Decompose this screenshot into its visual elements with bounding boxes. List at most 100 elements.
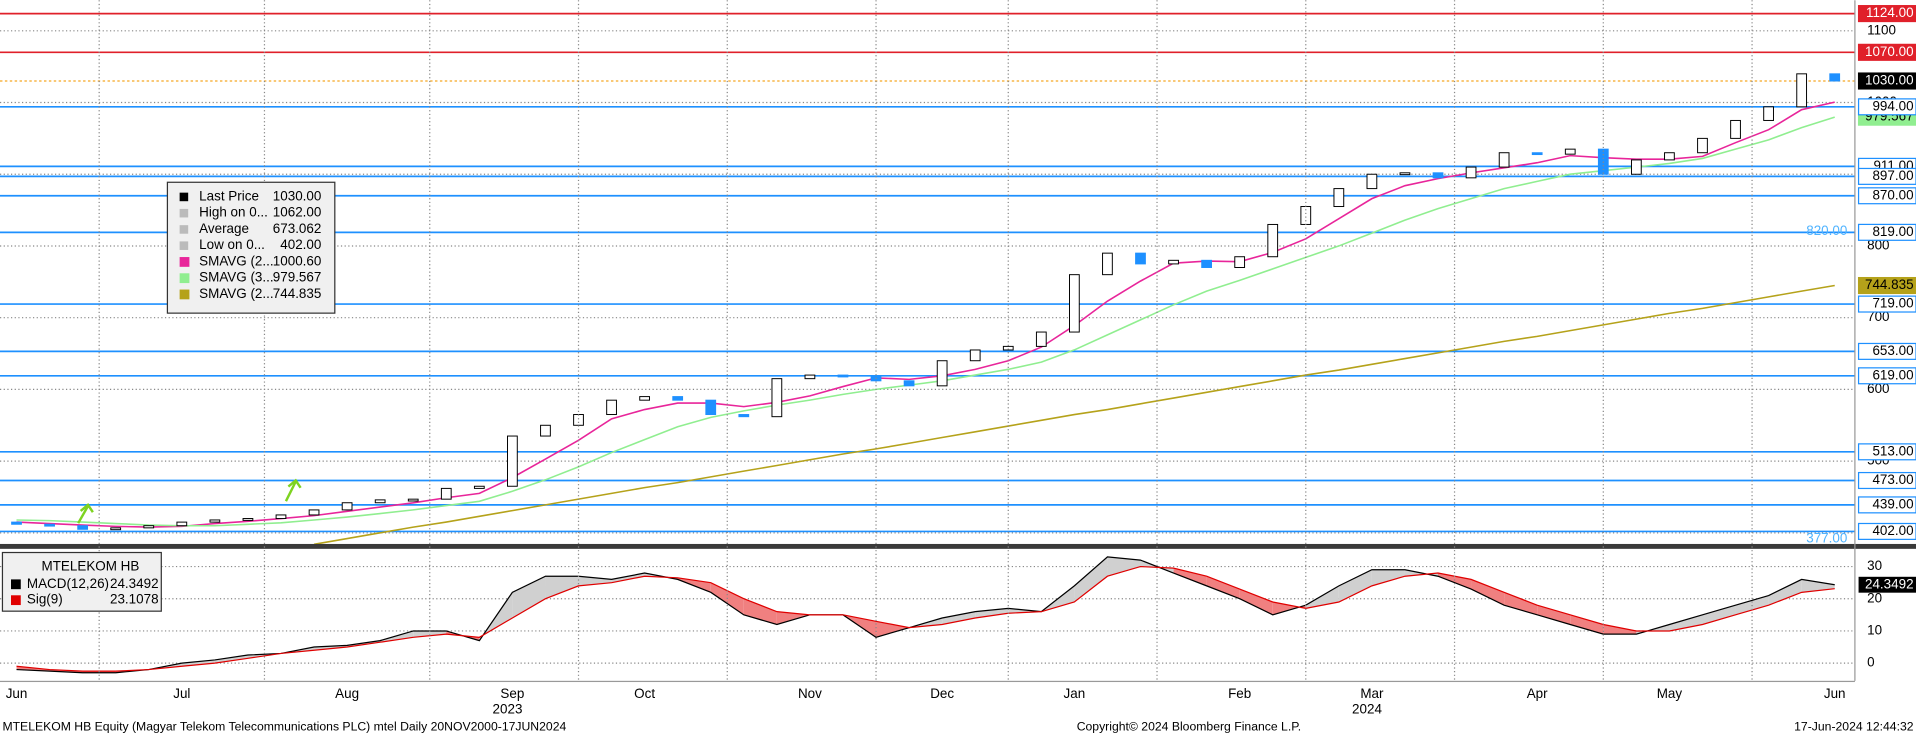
y-tick-label: 600 (1867, 381, 1889, 396)
level-label: 402.00 (1872, 523, 1913, 538)
moving-average-line (16, 116, 1835, 527)
level-label: 719.00 (1872, 296, 1913, 311)
macd-histogram-fill (1438, 572, 1472, 590)
macd-panel (0, 556, 1855, 674)
candle (1763, 106, 1774, 121)
level-label: 994.00 (1872, 98, 1913, 113)
level-label-box (1857, 295, 1916, 313)
macd-histogram-fill (1471, 579, 1505, 606)
candle (1267, 223, 1279, 258)
candle (209, 519, 221, 523)
macd-histogram-fill (1768, 579, 1802, 606)
candle (804, 374, 816, 380)
candle (176, 521, 188, 527)
candle (11, 521, 22, 525)
legend-label: SMAVG (2... (199, 253, 273, 268)
candle (1168, 259, 1179, 265)
y-tick-label: 10 (1867, 622, 1882, 637)
x-tick-label: Mar (1360, 686, 1384, 701)
level-label: 513.00 (1872, 443, 1913, 458)
legend-swatch (10, 579, 21, 590)
candle (1630, 159, 1642, 175)
legend-label: Sig(9) (27, 592, 63, 607)
x-tick-label: Jul (173, 686, 190, 701)
candle (1564, 148, 1576, 155)
moving-average-line (16, 101, 1835, 528)
macd-histogram-fill (942, 611, 976, 625)
candle (705, 399, 717, 416)
legend-value: 673.062 (273, 221, 322, 236)
legend-value: 979.567 (273, 270, 322, 285)
year-label: 2024 (1352, 702, 1382, 717)
legend-value: 23.1078 (110, 592, 159, 607)
candle (1697, 137, 1708, 154)
level-label-box (1857, 187, 1916, 205)
level-label: 819.00 (1872, 224, 1913, 239)
candle (374, 499, 386, 504)
macd-histogram-fill (413, 630, 447, 638)
macd-histogram-fill (1074, 556, 1108, 602)
legend-icon (179, 208, 189, 218)
legend-label: Last Price (199, 188, 259, 203)
candle (573, 414, 584, 426)
x-tick-label: Sep (500, 686, 524, 701)
candle (1333, 188, 1345, 208)
footer-right: 17-Jun-2024 12:44:32 (1794, 719, 1914, 733)
candle (1796, 73, 1808, 108)
candle (837, 374, 849, 378)
level-label-box (1857, 522, 1916, 540)
candle (110, 527, 122, 531)
candle (44, 523, 55, 527)
legend-value: 744.835 (273, 286, 322, 301)
candle (407, 498, 419, 502)
candle (77, 525, 89, 530)
legend-label: Average (199, 221, 249, 236)
annotation: 820.00 (1806, 223, 1847, 238)
legend-icon (179, 241, 189, 250)
level-label: 1070.00 (1865, 44, 1914, 59)
level-label: 439.00 (1872, 496, 1913, 511)
macd-histogram-fill (1107, 556, 1141, 577)
x-tick-label: Feb (1228, 686, 1251, 701)
series-end-label-box (1857, 276, 1916, 295)
candle (1366, 173, 1378, 190)
legend-title: MTELEKOM HB (42, 559, 140, 574)
macd-histogram-fill (1173, 568, 1207, 586)
level-label: 1030.00 (1865, 73, 1914, 88)
level-label-box (1857, 443, 1916, 461)
candle (308, 509, 320, 516)
legend-label: High on 0... (199, 205, 268, 220)
macd-histogram-fill (1570, 614, 1604, 635)
year-label: 2023 (493, 702, 523, 717)
legend-swatch (10, 595, 21, 606)
level-label-box (1857, 367, 1916, 385)
macd-histogram-fill (1702, 605, 1736, 625)
legend-value: 402.00 (280, 237, 321, 252)
macd-histogram-fill (1305, 585, 1339, 609)
level-label-box (1857, 471, 1916, 490)
macd-histogram-fill (1206, 576, 1240, 599)
candle (1399, 172, 1411, 176)
level-label: 870.00 (1872, 187, 1913, 202)
level-label-box (1857, 43, 1916, 61)
candle (275, 514, 287, 520)
legend-icon (179, 192, 189, 202)
footer-left: MTELEKOM HB Equity (Magyar Telekom Telec… (2, 719, 566, 733)
macd-histogram-fill (181, 659, 215, 667)
y-tick-label: 0 (1867, 655, 1874, 670)
macd-histogram-fill (1669, 614, 1703, 631)
candle (606, 399, 617, 416)
candle (969, 349, 981, 362)
level-label-box (1857, 342, 1916, 360)
level-label: 1124.00 (1866, 5, 1914, 20)
y-tick-label: 800 (1867, 238, 1889, 253)
panel-separator (0, 543, 1916, 549)
candle (242, 518, 254, 521)
candle (1498, 152, 1510, 168)
candle (1465, 166, 1477, 179)
candle (1234, 256, 1246, 268)
candle (639, 396, 651, 401)
legend-swatch (179, 289, 190, 300)
